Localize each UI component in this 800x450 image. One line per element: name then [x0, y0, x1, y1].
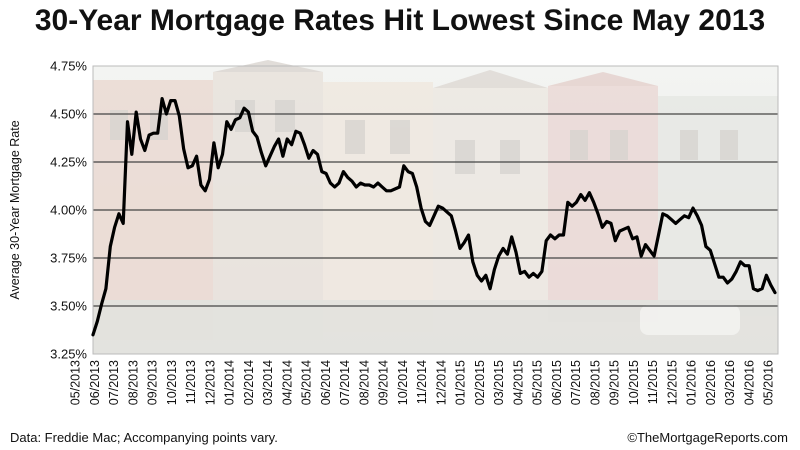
x-tick-label: 10/2013: [165, 360, 179, 405]
y-tick-label: 4.00%: [50, 203, 87, 218]
y-tick-label: 4.50%: [50, 107, 87, 122]
y-tick-label: 4.25%: [50, 155, 87, 170]
x-tick-label: 07/2013: [107, 360, 121, 405]
x-tick-label: 12/2014: [434, 360, 448, 405]
x-tick-label: 02/2014: [242, 360, 256, 405]
x-tick-label: 04/2014: [280, 360, 294, 405]
x-tick-label: 06/2013: [88, 360, 102, 405]
x-tick-label: 05/2013: [69, 360, 83, 405]
x-tick-label: 01/2015: [454, 360, 468, 405]
x-tick-label: 12/2013: [203, 360, 217, 405]
background-photo: [93, 60, 778, 354]
x-tick-label: 01/2014: [223, 360, 237, 405]
plot-frame: [92, 65, 779, 355]
x-tick-label: 05/2015: [531, 360, 545, 405]
x-tick-label: 06/2015: [550, 360, 564, 405]
x-tick-labels: 05/2013 06/2013 07/2013 08/2013 09/2013 10/20…: [69, 360, 776, 405]
x-tick-label: 04/2015: [511, 360, 525, 405]
x-tick-label: 08/2014: [357, 360, 371, 405]
x-tick-label: 03/2015: [492, 360, 506, 405]
y-tick-label: 3.50%: [50, 299, 87, 314]
x-tick-label: 07/2015: [569, 360, 583, 405]
gridlines: [92, 65, 779, 355]
x-tick-label: 10/2014: [396, 360, 410, 405]
y-tick-labels: 3.25% 3.50% 3.75% 4.00% 4.25% 4.50% 4.75%: [50, 59, 87, 362]
x-tick-label: 09/2013: [146, 360, 160, 405]
x-tick-label: 03/2014: [261, 360, 275, 405]
x-tick-label: 05/2016: [762, 360, 776, 405]
x-tick-label: 01/2016: [685, 360, 699, 405]
x-tick-label: 06/2014: [319, 360, 333, 405]
y-tick-label: 3.75%: [50, 251, 87, 266]
x-tick-label: 07/2014: [338, 360, 352, 405]
chart-title: 30-Year Mortgage Rates Hit Lowest Since …: [34, 4, 766, 37]
x-tick-label: 11/2014: [415, 360, 429, 404]
x-tick-label: 02/2015: [473, 360, 487, 405]
x-tick-label: 12/2015: [665, 360, 679, 405]
x-tick-label: 03/2016: [723, 360, 737, 405]
x-tick-label: 09/2014: [377, 360, 391, 405]
x-tick-label: 09/2015: [608, 360, 622, 405]
y-axis-label: Average 30-Year Mortgage Rate: [8, 120, 22, 299]
source-note: Data: Freddie Mac; Accompanying points v…: [10, 430, 278, 445]
x-tick-label: 10/2015: [627, 360, 641, 405]
x-tick-label: 02/2016: [704, 360, 718, 405]
x-tick-label: 08/2015: [588, 360, 602, 405]
y-tick-label: 4.75%: [50, 59, 87, 74]
series-line-mortgage-rate: [91, 97, 777, 337]
x-tick-label: 05/2014: [300, 360, 314, 405]
y-tick-label: 3.25%: [50, 347, 87, 362]
x-tick-label: 11/2015: [646, 360, 660, 404]
x-tick-label: 11/2013: [184, 360, 198, 404]
x-tick-label: 04/2016: [742, 360, 756, 405]
x-tick-label: 08/2013: [126, 360, 140, 405]
credit-note: ©TheMortgageReports.com: [627, 430, 788, 445]
